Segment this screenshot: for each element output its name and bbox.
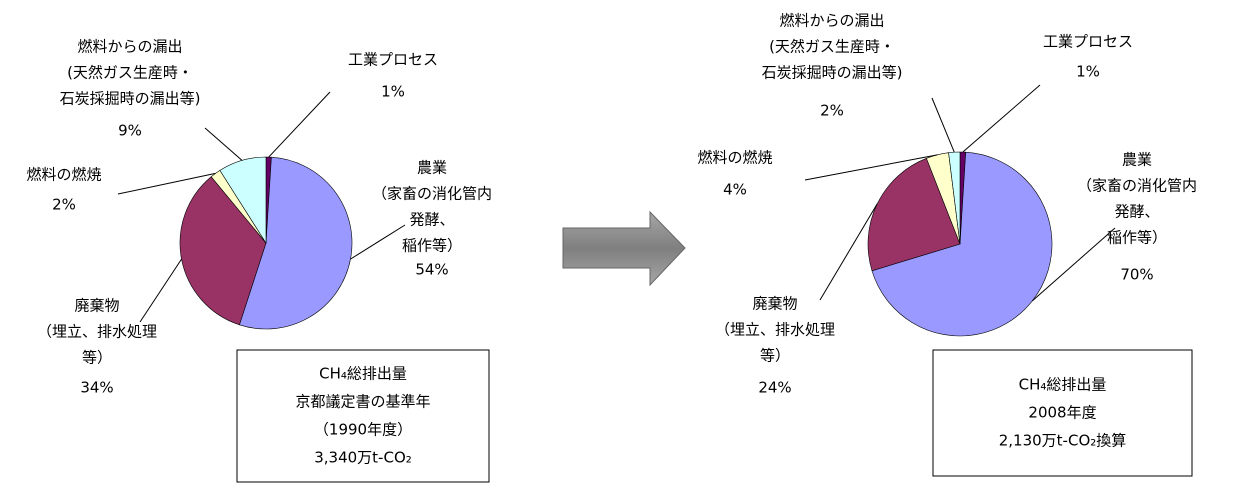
slice-label: 燃料の燃焼: [697, 149, 772, 167]
value-label: 70%: [1120, 266, 1153, 284]
value-label: 1%: [1076, 63, 1100, 81]
slice-label: （家畜の消化管内: [1077, 177, 1197, 195]
box-text: 2,130万t-CO₂換算: [999, 432, 1127, 450]
slice-label: 燃料からの漏出: [77, 38, 182, 56]
leader-line: [139, 258, 182, 323]
leader-line: [268, 91, 331, 158]
pie-slice: [179, 176, 267, 326]
value-label: 1%: [381, 83, 405, 101]
leader-line: [1031, 227, 1116, 302]
slice-label: 石炭採掘時の漏出等): [762, 64, 903, 82]
value-label: 2%: [820, 102, 844, 120]
slice-label: 農業: [1122, 151, 1152, 169]
slice-label: （家畜の消化管内: [372, 185, 492, 203]
slice-label: 発酵、: [1114, 203, 1159, 221]
slice-label: 工業プロセス: [1043, 33, 1133, 51]
slice-label: 石炭採掘時の漏出等): [60, 90, 201, 108]
slice-label: （埋立、排水処理: [37, 323, 157, 341]
leader-line: [117, 172, 216, 195]
leader-line: [350, 224, 406, 260]
value-label: 9%: [118, 122, 142, 140]
slice-label: 発酵、: [409, 211, 454, 229]
leader-line: [204, 127, 243, 161]
box-text: 京都議定書の基準年: [295, 393, 430, 411]
pie-slice: [219, 156, 267, 245]
box-text: 3,340万t-CO₂: [314, 449, 412, 467]
total-box: [932, 349, 1193, 477]
leader-line: [804, 154, 938, 181]
value-label: 2%: [52, 196, 76, 214]
slice-label: 等）: [82, 349, 112, 367]
box-text: CH₄総排出量: [319, 365, 407, 383]
slice-label: （埋立、排水処理: [715, 321, 835, 339]
value-label: 24%: [758, 379, 791, 397]
pie-slice: [871, 151, 1053, 337]
total-box: [236, 349, 490, 483]
slice-label: 稲作等）: [1107, 229, 1167, 247]
value-label: 54%: [415, 261, 448, 279]
value-label: 34%: [80, 379, 113, 397]
slice-label: 廃棄物: [752, 295, 797, 313]
slice-label: 廃棄物: [74, 297, 119, 315]
box-text: 2008年度: [1028, 404, 1096, 422]
slice-label: 燃料の燃焼: [26, 166, 101, 184]
box-text: （1990年度）: [314, 421, 412, 439]
arrow: [562, 210, 686, 287]
slice-label: 農業: [417, 159, 447, 177]
slice-label: (天然ガス生産時・: [769, 38, 895, 56]
value-label: 4%: [723, 181, 747, 199]
slice-label: 稲作等）: [402, 237, 462, 255]
box-text: CH₄総排出量: [1019, 376, 1107, 394]
slice-label: 工業プロセス: [348, 51, 438, 69]
leader-line: [931, 97, 955, 153]
leader-line: [962, 84, 1041, 153]
slice-label: 等）: [760, 347, 790, 365]
slice-label: (天然ガス生産時・: [67, 64, 193, 82]
leader-line: [819, 203, 878, 301]
slice-label: 燃料からの漏出: [779, 12, 884, 30]
